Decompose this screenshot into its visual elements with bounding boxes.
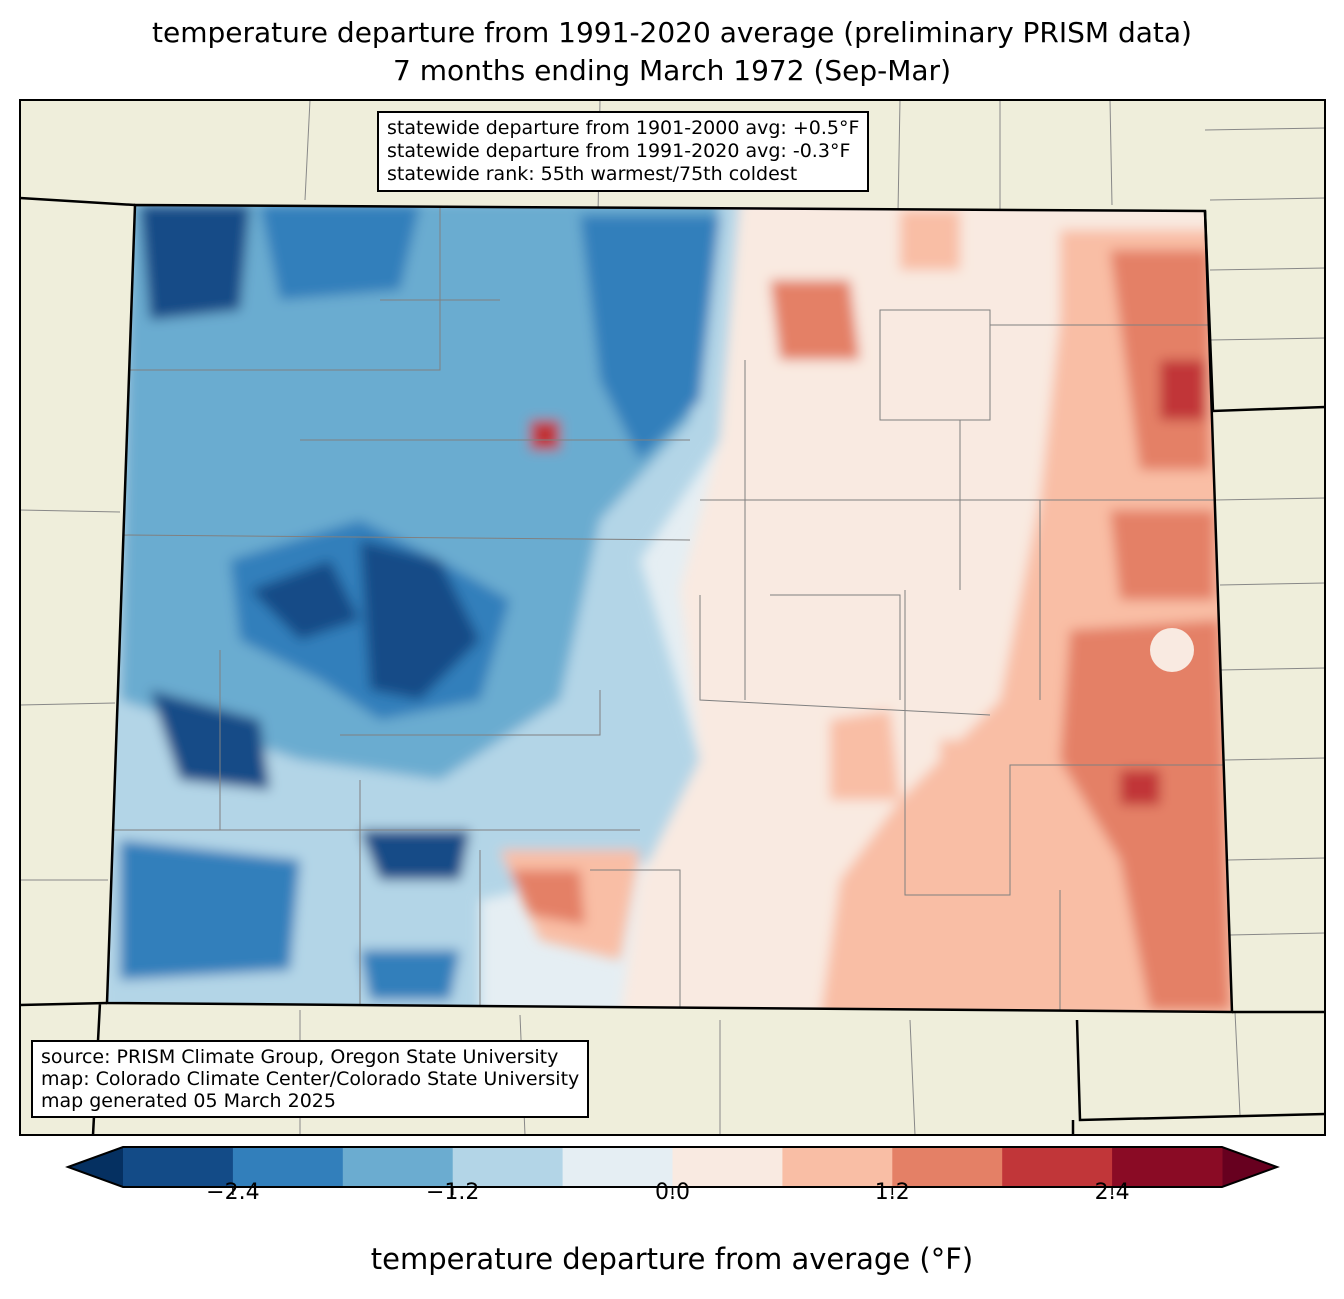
map-title: temperature departure from 1991-2020 ave… <box>152 16 1192 49</box>
temperature-departure-field <box>107 205 1232 1012</box>
stat-departure-1901-2000: statewide departure from 1901-2000 avg: … <box>387 117 860 139</box>
colorbar-over-extension <box>1222 1147 1277 1187</box>
statewide-stats-box: statewide departure from 1901-2000 avg: … <box>377 111 870 192</box>
colorbar-tick-label: −1.2 <box>425 1180 480 1205</box>
colorbar-bin <box>1112 1147 1223 1187</box>
colorbar-tick-label: −2.4 <box>206 1180 260 1205</box>
colorbar-bin <box>232 1147 344 1187</box>
source-box: source: PRISM Climate Group, Oregon Stat… <box>31 1040 590 1118</box>
colorbar-under-extension <box>68 1147 123 1187</box>
colorbar <box>65 1146 1280 1195</box>
colorbar-tick-label: 2.4 <box>1094 1180 1130 1205</box>
colorbar-tick-label: 0.0 <box>655 1180 690 1205</box>
colorbar-bin <box>562 1147 673 1187</box>
colorbar-label: temperature departure from average (°F) <box>370 1242 974 1276</box>
county-lines <box>110 205 1230 1012</box>
colorbar-bin <box>342 1147 454 1187</box>
stat-departure-1991-2020: statewide departure from 1991-2020 avg: … <box>387 140 851 162</box>
colorbar-bin <box>452 1147 564 1187</box>
colorbar-outline <box>65 1146 1280 1188</box>
map-subtitle: 7 months ending March 1972 (Sep-Mar) <box>393 54 951 87</box>
colorbar-bin <box>123 1147 234 1187</box>
colorbar-bin <box>892 1147 1003 1187</box>
colorbar-bin <box>672 1147 783 1187</box>
map-credit-line: map: Colorado Climate Center/Colorado St… <box>41 1068 580 1090</box>
colorbar-bin <box>1002 1147 1113 1187</box>
source-line: source: PRISM Climate Group, Oregon Stat… <box>41 1046 559 1068</box>
stat-rank: statewide rank: 55th warmest/75th coldes… <box>387 163 798 185</box>
colorbar-bin <box>782 1147 893 1187</box>
map-frame <box>19 99 1326 1136</box>
generated-date-line: map generated 05 March 2025 <box>41 1090 336 1112</box>
colorbar-tick-label: 1.2 <box>874 1180 910 1205</box>
neighbor-county-lines <box>19 99 1326 1136</box>
